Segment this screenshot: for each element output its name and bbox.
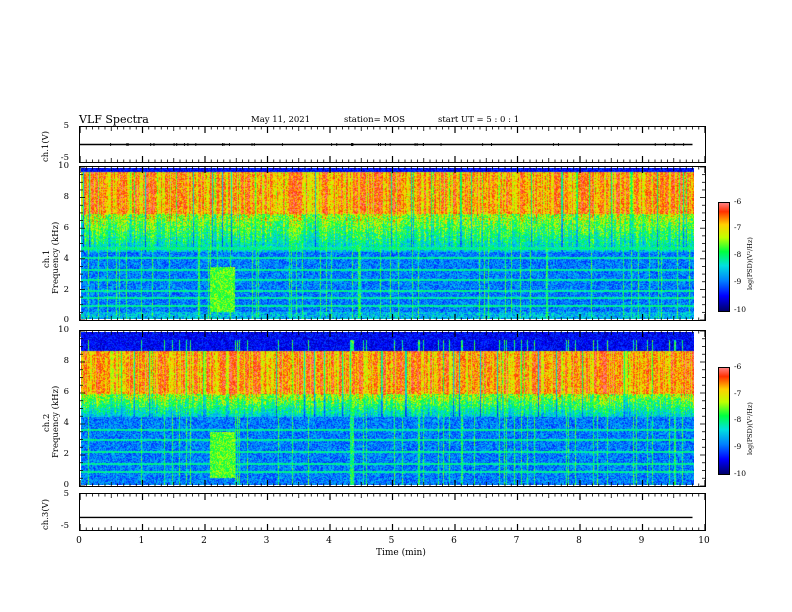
ch1-spectrogram-heatmap	[81, 168, 694, 319]
ch2-cbar-tick-8: -8	[734, 415, 742, 424]
ch1-cbar-tick-10: -10	[734, 305, 747, 314]
ch1-volt-tick-bottom: -5	[60, 153, 69, 163]
station-label: station= MOS	[344, 115, 405, 125]
x-axis-label: Time (min)	[376, 548, 426, 558]
ch2-colorbar	[718, 367, 730, 475]
x-tick-label-0: 0	[76, 536, 82, 546]
x-tick-label-5: 5	[388, 536, 395, 546]
ch1-freq-tick-6: 6	[63, 223, 69, 233]
ch1-cbar-tick-6: -6	[734, 197, 742, 206]
ch1-colorbar-label: log(PSD)(V²/Hz)	[746, 237, 754, 290]
ch3-volt-tick-bottom: -5	[60, 521, 69, 531]
ch1-spectrogram-panel	[79, 166, 706, 321]
ch1-waveform-plot	[80, 127, 705, 162]
ch2-cbar-tick-9: -9	[734, 442, 742, 451]
x-tick-label-9: 9	[638, 536, 645, 546]
ch2-freq-tick-6: 6	[63, 387, 69, 397]
ch1-freq-tick-2: 2	[63, 285, 69, 295]
ch1-volt-axis-label: ch.1(V)	[41, 130, 51, 162]
x-tick-label-1: 1	[138, 536, 145, 546]
ch1-freq-tick-4: 4	[63, 254, 69, 264]
ch1-waveform-panel	[79, 126, 706, 163]
ch2-colorbar-label: log(PSD)(V²/Hz)	[746, 402, 754, 455]
ch3-volt-tick-top: 5	[63, 489, 69, 499]
ch1-cbar-tick-7: -7	[734, 223, 742, 232]
ch3-waveform-panel	[79, 493, 706, 531]
ch2-spectrogram-heatmap	[81, 332, 694, 485]
date-label: May 11, 2021	[251, 115, 311, 125]
ch2-freq-tick-0: 0	[63, 480, 69, 490]
ch1-volt-tick-top: 5	[63, 121, 69, 131]
x-tick-label-3: 3	[263, 536, 270, 546]
x-tick-label-2: 2	[201, 536, 207, 546]
ch2-freq-tick-10: 10	[58, 325, 69, 335]
ch3-volt-axis-label: ch.3(V)	[41, 498, 51, 530]
ch2-freq-tick-4: 4	[63, 418, 69, 428]
x-tick-label-10: 10	[698, 536, 710, 546]
ch2-freq-tick-8: 8	[63, 356, 69, 366]
ch2-spectrogram-ticks	[80, 331, 705, 486]
ch1-spectrogram-ticks	[80, 167, 705, 320]
ch2-cbar-tick-7: -7	[734, 389, 742, 398]
ch1-colorbar	[718, 202, 730, 312]
ch3-waveform-plot	[80, 494, 705, 530]
x-tick-label-4: 4	[326, 536, 332, 546]
ch1-freq-axis-label: Frequency (kHz)	[51, 221, 61, 294]
ch2-cbar-tick-6: -6	[734, 362, 742, 371]
x-tick-label-8: 8	[576, 536, 582, 546]
ch2-cbar-tick-10: -10	[734, 469, 747, 478]
ch2-freq-tick-2: 2	[63, 449, 69, 459]
ch1-freq-tick-10: 10	[58, 161, 69, 171]
start-time-label: start UT = 5 : 0 : 1	[438, 115, 520, 125]
ch1-cbar-tick-9: -9	[734, 277, 742, 286]
ch1-freq-tick-8: 8	[63, 192, 69, 202]
ch2-spectrogram-panel	[79, 330, 706, 487]
ch2-freq-axis-label: Frequency (kHz)	[51, 385, 61, 458]
figure-title: VLF Spectra	[79, 113, 149, 126]
ch1-cbar-tick-8: -8	[734, 250, 742, 259]
ch1-freq-tick-0: 0	[63, 315, 69, 325]
x-tick-label-7: 7	[513, 536, 520, 546]
x-tick-label-6: 6	[451, 536, 457, 546]
